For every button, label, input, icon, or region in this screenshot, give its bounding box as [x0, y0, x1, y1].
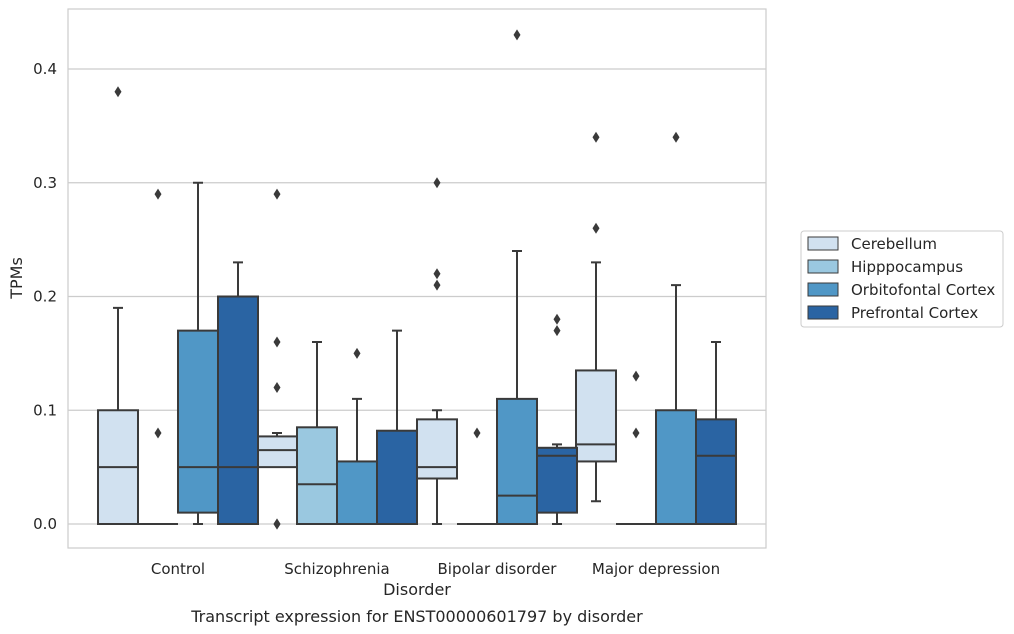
legend-item: Orbitofontal Cortex	[807, 281, 995, 299]
outlier-point	[273, 188, 281, 200]
box-body	[536, 446, 578, 514]
box	[496, 29, 538, 525]
box-body	[177, 329, 219, 514]
legend-swatch	[807, 236, 839, 251]
outlier-point	[672, 131, 680, 143]
outlier-point	[433, 268, 441, 280]
x-tick-labels: Control Schizophrenia Bipolar disorder Majo…	[151, 560, 720, 578]
legend-item: Hipppocampus	[807, 258, 963, 276]
box-body	[217, 295, 259, 525]
outlier-point	[273, 336, 281, 348]
x-tick-label: Major depression	[592, 560, 720, 578]
box-body	[256, 435, 298, 469]
outlier-point	[433, 279, 441, 291]
box-body	[575, 369, 617, 463]
outlier-point	[353, 347, 361, 359]
box-body	[496, 397, 538, 525]
box-body	[296, 426, 338, 525]
legend-label: Cerebellum	[851, 235, 937, 253]
outlier-point	[154, 188, 162, 200]
box	[177, 181, 219, 525]
legend-swatch	[807, 259, 839, 274]
outlier-point	[433, 177, 441, 189]
box	[336, 347, 378, 525]
legend-swatch	[807, 305, 839, 320]
box	[138, 188, 178, 525]
outlier-point	[273, 382, 281, 393]
box-body	[655, 409, 697, 525]
box-body	[416, 418, 458, 480]
box	[217, 261, 259, 525]
box	[536, 313, 578, 525]
y-tick-label: 0.4	[33, 60, 57, 78]
box	[655, 131, 697, 525]
outlier-point	[632, 427, 640, 439]
y-tick-label: 0.2	[33, 288, 57, 306]
series-cerebellum	[97, 86, 617, 530]
series-orbitofontal-cortex	[177, 29, 697, 525]
box	[256, 188, 298, 530]
y-tick-label: 0.3	[33, 174, 57, 192]
box	[376, 329, 418, 526]
outlier-point	[154, 427, 162, 439]
x-axis-title: Disorder	[383, 580, 451, 599]
boxplot-series	[97, 29, 737, 530]
legend-swatch	[807, 282, 839, 297]
y-axis-title: TPMs	[7, 257, 26, 300]
figure-caption: Transcript expression for ENST0000060179…	[190, 607, 643, 626]
box	[296, 341, 338, 525]
legend-item: Cerebellum	[807, 235, 937, 253]
outlier-point	[473, 427, 481, 439]
x-tick-label: Bipolar disorder	[438, 560, 558, 578]
box	[695, 341, 737, 526]
legend: Cerebellum Hipppocampus Orbitofontal Corte…	[800, 230, 1004, 328]
y-tick-labels: 0.0 0.1 0.2 0.3 0.4	[33, 60, 57, 533]
box-body	[336, 460, 378, 525]
outlier-point	[114, 86, 122, 98]
legend-label: Orbitofontal Cortex	[851, 281, 995, 299]
y-tick-label: 0.1	[33, 401, 57, 419]
legend-label: Prefrontal Cortex	[851, 304, 978, 322]
x-tick-label: Schizophrenia	[284, 560, 389, 578]
box-body	[695, 418, 737, 526]
box	[457, 427, 497, 525]
legend-frame	[800, 230, 1004, 328]
outlier-point	[632, 370, 640, 382]
box	[97, 86, 139, 525]
series-hipppocampus	[138, 188, 656, 525]
outlier-point	[513, 29, 521, 41]
box	[616, 370, 656, 525]
outlier-point	[273, 518, 281, 530]
outlier-point	[553, 325, 561, 337]
box-body	[376, 429, 418, 526]
outlier-point	[592, 131, 600, 143]
series-prefrontal-cortex	[217, 261, 737, 526]
y-tick-label: 0.0	[33, 515, 57, 533]
outlier-point	[553, 313, 561, 325]
box	[575, 131, 617, 503]
legend-label: Hipppocampus	[851, 258, 963, 276]
outlier-point	[592, 222, 600, 234]
x-tick-label: Control	[151, 560, 205, 578]
legend-item: Prefrontal Cortex	[807, 304, 978, 322]
box	[416, 177, 458, 525]
